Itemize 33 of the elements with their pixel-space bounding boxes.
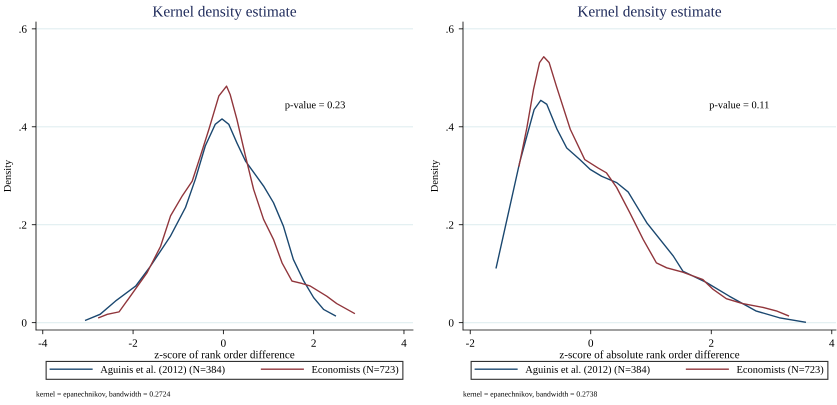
y-tick-label: 0 [22, 319, 27, 327]
x-tick-label: 0 [588, 339, 594, 347]
annotation: p-value = 0.11 [709, 101, 769, 110]
x-tick-label: -2 [466, 339, 474, 347]
chart-title: Kernel density estimate [578, 6, 722, 20]
y-tick-label: .6 [19, 25, 27, 33]
x-tick-label: 2 [311, 339, 316, 347]
y-tick-label: .4 [19, 123, 27, 131]
y-axis-title: Density [430, 160, 440, 192]
y-tick-label: .4 [446, 123, 454, 131]
legend-label: Aguinis et al. (2012) (N=384) [100, 366, 225, 376]
y-tick-label: 0 [448, 319, 454, 327]
chart-title: Kernel density estimate [152, 6, 296, 20]
line-series [98, 85, 355, 318]
x-tick-label: 2 [708, 339, 714, 347]
y-tick-label: .2 [446, 221, 454, 229]
x-tick-label: 4 [829, 339, 834, 347]
x-axis-title: z-score of rank order difference [154, 350, 294, 358]
line-series [495, 100, 806, 323]
legend-label: Economists (N=723) [312, 366, 398, 376]
legend-label: Aguinis et al. (2012) (N=384) [525, 366, 650, 376]
x-tick-label: 0 [221, 339, 226, 347]
x-tick-label: -2 [128, 339, 138, 347]
legend-label: Economists (N=723) [736, 366, 824, 376]
annotation: p-value = 0.23 [284, 101, 345, 110]
y-axis-title: Density [4, 160, 14, 192]
x-axis-title: z-score of absolute rank order difference [560, 350, 740, 358]
line-series [84, 118, 336, 321]
line-series [518, 56, 790, 316]
y-tick-label: .6 [446, 25, 454, 33]
x-tick-label: -4 [38, 339, 48, 347]
y-tick-label: .2 [19, 221, 26, 229]
x-tick-label: 4 [401, 339, 407, 347]
